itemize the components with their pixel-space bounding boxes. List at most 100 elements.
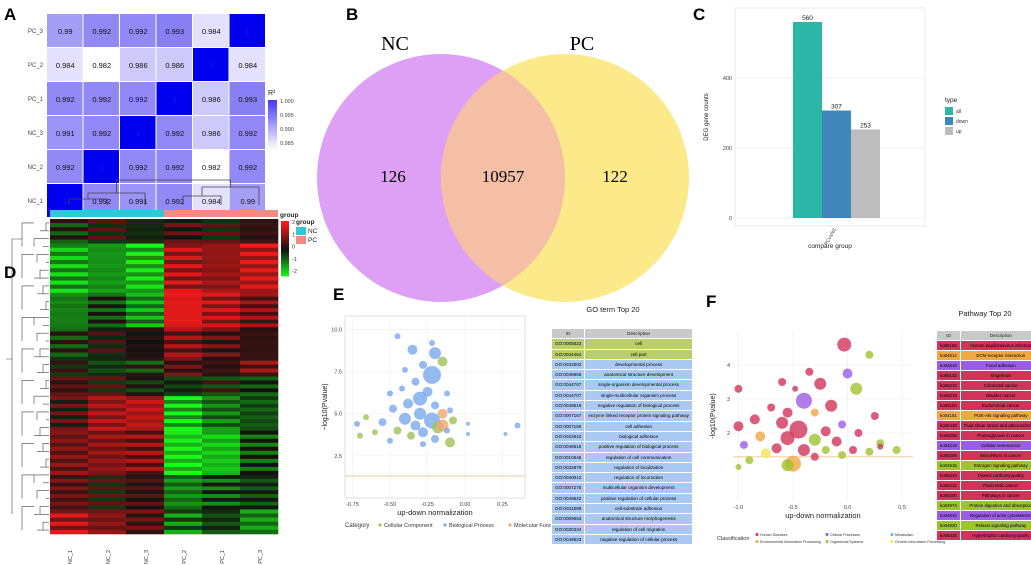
heatmap-d-cell [126, 407, 165, 412]
heatmap-d-cell [202, 430, 241, 435]
heatmap-d-cell [202, 280, 241, 285]
heatmap-d-cell [240, 227, 279, 232]
heatmap-d-cell [202, 400, 241, 405]
heatmap-d-group-title-small: group [280, 212, 298, 219]
heatmap-d-cell [126, 434, 165, 439]
go-table-description-cell: cell part [584, 348, 693, 360]
go-table-description-cell: enzyme linked receptor protein signaling… [584, 410, 693, 422]
heatmap-d-cell [50, 490, 89, 495]
heatmap-d-cell [50, 352, 89, 358]
heatmap-a-cell-label: 0.986 [165, 61, 184, 70]
heatmap-d-cell [240, 251, 279, 257]
heatmap-d-legend-swatch [281, 223, 289, 226]
go-table-id-cell: GO:0044767 [550, 379, 586, 391]
pathway-bubble [838, 451, 847, 460]
heatmap-d-cell [126, 529, 165, 535]
go-table-id-cell: GO:0031589 [550, 503, 586, 515]
heatmap-d-cell [50, 356, 89, 362]
go-table-description-cell: regulation of cell communication [584, 451, 693, 463]
go-bubble [419, 360, 427, 369]
panel-label-a: A [4, 5, 16, 24]
heatmap-d-cell [240, 219, 279, 224]
heatmap-d-cell [88, 239, 127, 244]
heatmap-d-cell [164, 392, 203, 397]
heatmap-d-cell [164, 403, 203, 408]
heatmap-a-cell-label: 1 [209, 61, 213, 70]
heatmap-d-legend-swatch [281, 246, 289, 249]
heatmap-a-legend-tick: 0.985 [280, 141, 294, 147]
go-table-description-cell: single-organism developmental process [584, 379, 693, 391]
heatmap-d-cell [50, 442, 89, 448]
go-table-row: GO:0048856 anatomical structure developme… [550, 369, 693, 381]
go-table-row: GO:0022610 biological adhesion [550, 430, 693, 443]
heatmap-d-cell [126, 478, 165, 483]
go-table-description-cell: regulation of cell migration [584, 523, 693, 535]
heatmap-d-cell [126, 348, 165, 353]
heatmap-d-cell [202, 372, 241, 377]
heatmap-d-cell [202, 422, 241, 428]
pathway-table-row: ko04810 Regulation of actin cytoskeleton [936, 510, 1031, 521]
heatmap-a-cell [229, 14, 265, 47]
heatmap-d-cell [202, 501, 241, 506]
pathway-bubble [825, 399, 838, 412]
bar-up [851, 129, 880, 218]
heatmap-d-cell [202, 251, 241, 257]
heatmap-d-cell [164, 430, 203, 435]
heatmap-d-cell [164, 396, 203, 401]
pathway-bubble [755, 431, 766, 442]
heatmap-d-legend-swatch [281, 266, 289, 270]
heatmap-d-cell [164, 442, 203, 448]
heatmap-d-cell [202, 356, 241, 362]
heatmap-d-cell [126, 235, 165, 240]
heatmap-d-cell [126, 509, 165, 514]
heatmap-a-legend-swatch [268, 116, 277, 120]
pathway-table-id-cell: ko05416 [936, 530, 961, 541]
pathway-table-id-cell: ko05206 [936, 450, 961, 461]
heatmap-d-cell [126, 364, 165, 369]
heatmap-a-legend-tick: 0.995 [280, 113, 294, 119]
heatmap-d-cell [88, 505, 127, 510]
pathway-bubble [776, 416, 789, 429]
heatmap-d-cell [88, 525, 127, 531]
heatmap-a-cell [156, 82, 192, 115]
heatmap-d-cell [88, 434, 127, 439]
heatmap-d-cell [126, 513, 165, 518]
heatmap-a-cell [47, 116, 83, 149]
venn-overlap-count: 10957 [482, 167, 525, 186]
heatmap-d-cell [126, 335, 165, 341]
heatmap-d-cell [126, 497, 165, 503]
heatmap-d-cell [202, 384, 241, 389]
go-bubble [420, 441, 426, 448]
heatmap-d-cell [50, 268, 89, 273]
heatmap-d-cell [202, 380, 241, 385]
heatmap-d-cell [240, 368, 279, 373]
go-table-description-cell: anatomical structure morphogenesis [584, 513, 693, 525]
heatmap-d-cell [240, 243, 279, 249]
heatmap-d-cell [126, 339, 165, 345]
heatmap-d-cell [50, 319, 89, 324]
pathway-y-tick: 3 [727, 397, 730, 403]
heatmap-d-col-label: NC_1 [68, 550, 74, 564]
bar-x-label: compare group [808, 243, 852, 250]
heatmap-d-cell [50, 380, 89, 385]
heatmap-d-cell [88, 296, 127, 301]
pathway-bubble [734, 384, 743, 393]
heatmap-d-cell [202, 296, 241, 301]
heatmap-d-cell [50, 372, 89, 377]
heatmap-d-cell [202, 243, 241, 249]
heatmap-d-cell [202, 474, 241, 480]
go-table-description-cell: cell adhesion [584, 420, 693, 432]
heatmap-d-cell [126, 284, 165, 290]
heatmap-d-cell [50, 497, 89, 503]
heatmap-d-cell [240, 458, 279, 464]
go-table-description-cell: anatomical structure development [584, 369, 693, 381]
heatmap-d-cell [88, 400, 127, 405]
heatmap-d-legend-tick: 0 [292, 245, 295, 251]
heatmap-d-cell [88, 450, 127, 456]
heatmap-d-cell [240, 482, 279, 487]
heatmap-d-cell [164, 415, 203, 420]
heatmap-d-cell [202, 438, 241, 444]
heatmap-d-cell [202, 315, 241, 320]
go-table-row: GO:0009653 anatomical structure morphogen… [550, 513, 693, 525]
heatmap-d-cell [240, 255, 279, 261]
